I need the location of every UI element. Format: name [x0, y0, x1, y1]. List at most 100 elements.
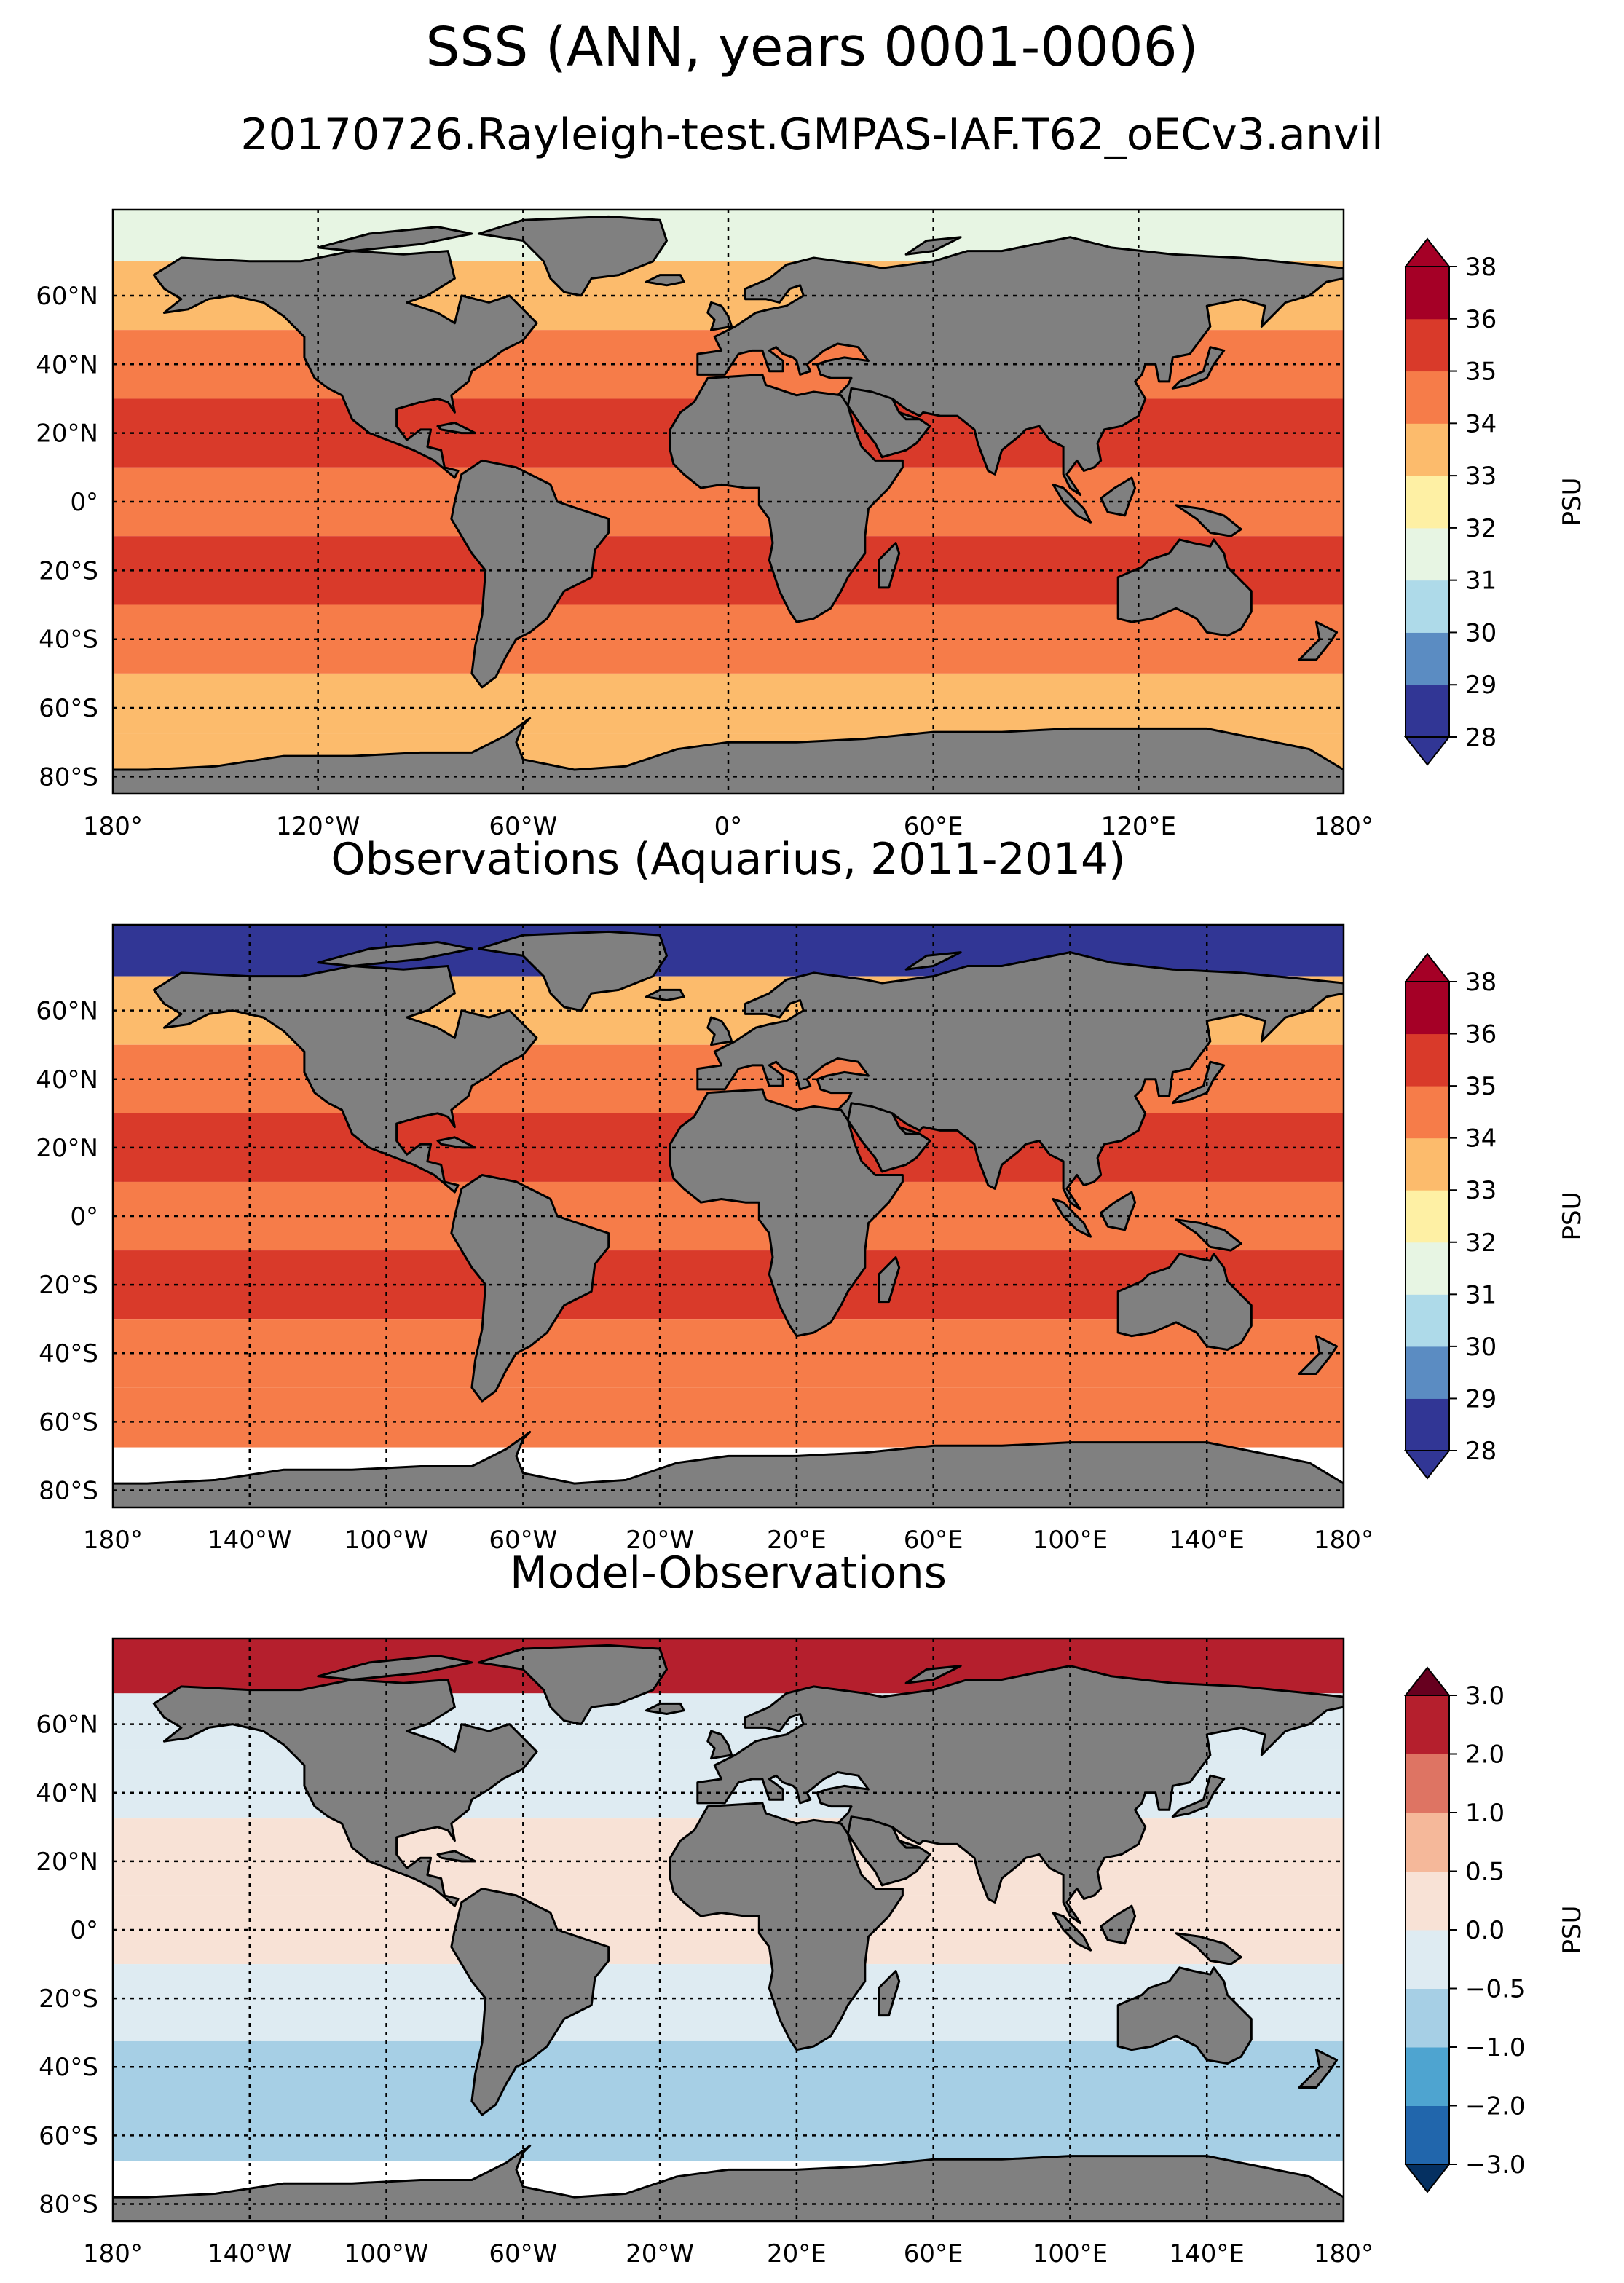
- colorbar-tick-label: 34: [1465, 409, 1497, 438]
- land-north-america: [152, 965, 538, 1194]
- colorbar-tick-label: 36: [1465, 305, 1497, 334]
- map-panel-2: 180° 140°W 100°W 60°W 20°W 20°E 60°E 100°E 140°E…: [36, 834, 1587, 1555]
- y-tick-label: 60°S: [39, 1408, 98, 1437]
- x-tick-label: 20°E: [767, 1526, 827, 1555]
- colorbar-tick-label: 32: [1465, 1229, 1497, 1258]
- colorbar-segment: [1406, 1086, 1449, 1139]
- colorbar-tick-label: −1.0: [1465, 2033, 1526, 2062]
- colorbar: 28 29 30 31 32 33 34 35 36 38 PSU: [1403, 953, 1587, 1480]
- x-tick-label: 180°: [83, 1526, 143, 1555]
- colorbar-tick-label: 38: [1465, 253, 1497, 282]
- colorbar-tick-label: −0.5: [1465, 1975, 1526, 2004]
- y-tick-label: 20°N: [36, 419, 98, 449]
- y-tick-label: 20°S: [39, 556, 98, 585]
- y-tick-label: 60°N: [36, 282, 98, 311]
- colorbar-tick-label: 34: [1465, 1124, 1497, 1154]
- x-tick-label: 180°: [1314, 1526, 1373, 1555]
- colorbar-segment: [1406, 527, 1449, 581]
- colorbar-segment: [1406, 1242, 1449, 1295]
- y-tick-label: 40°S: [39, 626, 98, 655]
- land-south-america: [450, 1888, 610, 2116]
- land-madagascar: [878, 1970, 901, 2017]
- y-tick-label: 60°N: [36, 1711, 98, 1740]
- colorbar-segment: [1406, 318, 1449, 372]
- x-tick-label: 20°W: [626, 1526, 694, 1555]
- y-tick-label: 40°N: [36, 1065, 98, 1095]
- colorbar-segment: [1406, 1930, 1449, 1989]
- colorbar-tick-label: 29: [1465, 671, 1497, 700]
- land-japan: [1171, 1774, 1226, 1818]
- x-tick-label: 140°E: [1170, 2239, 1245, 2268]
- x-tick-label: 0°: [714, 812, 743, 841]
- map-frame: [111, 923, 1345, 1509]
- land-sumatra: [1052, 1912, 1092, 1952]
- land-cuba: [436, 422, 477, 435]
- x-tick-label: 100°W: [344, 2239, 429, 2268]
- x-tick-label: 100°W: [344, 1526, 429, 1555]
- colorbar-tick-label: 32: [1465, 514, 1497, 543]
- y-tick-label: 40°N: [36, 1779, 98, 1808]
- land-japan: [1171, 346, 1226, 390]
- land-north-america: [152, 250, 538, 479]
- colorbar-segment: [1406, 1346, 1449, 1399]
- land-australia: [1116, 1966, 1253, 2065]
- land-borneo: [1100, 1191, 1137, 1231]
- land-japan: [1171, 1060, 1226, 1105]
- x-tick-label: 180°: [1314, 812, 1373, 841]
- colorbar-tick-label: 2.0: [1465, 1740, 1505, 1770]
- y-tick-label: 80°S: [39, 1476, 98, 1505]
- colorbar-segment: [1406, 1190, 1449, 1243]
- y-tick-label: 0°: [70, 488, 98, 517]
- x-tick-label: 100°E: [1033, 1526, 1108, 1555]
- y-tick-label: 40°S: [39, 1339, 98, 1368]
- y-tick-label: 0°: [70, 1202, 98, 1231]
- map-frame: [111, 208, 1345, 795]
- colorbar-extend-max: [1403, 237, 1451, 267]
- x-tick-label: 60°E: [904, 1526, 963, 1555]
- colorbar-outline: [1405, 981, 1450, 1451]
- colorbar-tick-label: 38: [1465, 968, 1497, 997]
- x-tick-label: 180°: [83, 2239, 143, 2268]
- y-tick-label: 20°S: [39, 1271, 98, 1300]
- land-greenland: [477, 930, 668, 1012]
- land-eurasia: [696, 1665, 1344, 1925]
- land-eurasia: [696, 236, 1344, 497]
- colorbar-outline: [1405, 266, 1450, 738]
- colorbar-segment: [1406, 2105, 1449, 2165]
- x-tick-label: 60°W: [489, 1526, 557, 1555]
- colorbar-segment: [1406, 1294, 1449, 1347]
- colorbar-segment: [1406, 632, 1449, 685]
- y-tick-label: 80°S: [39, 2190, 98, 2219]
- colorbar-label: PSU: [1558, 1906, 1587, 1955]
- land-uk: [706, 301, 733, 331]
- colorbar-tick-label: 35: [1465, 1072, 1497, 1101]
- colorbar-segment: [1406, 267, 1449, 320]
- land-cuba: [436, 1136, 477, 1149]
- x-tick-label: 60°E: [904, 812, 963, 841]
- land-africa: [669, 373, 904, 623]
- y-tick-label: 80°S: [39, 762, 98, 792]
- x-tick-label: 20°E: [767, 2239, 827, 2268]
- colorbar-segment: [1406, 982, 1449, 1035]
- land-cuba: [436, 1850, 477, 1863]
- colorbar-segment: [1406, 423, 1449, 476]
- land-greenland: [477, 1644, 668, 1726]
- land-australia: [1116, 538, 1253, 637]
- land-eurasia: [696, 951, 1344, 1211]
- salinity-band-60s: [113, 1387, 1344, 1448]
- land-south-america: [450, 459, 610, 689]
- colorbar-tick-label: 28: [1465, 723, 1497, 752]
- colorbar-segment: [1406, 476, 1449, 529]
- colorbar-label: PSU: [1558, 478, 1587, 527]
- land-new-guinea: [1175, 504, 1242, 537]
- y-tick-label: 40°N: [36, 350, 98, 379]
- figure-subtitle: 20170726.Rayleigh-test.GMPAS-IAF.T62_oEC…: [240, 109, 1384, 160]
- colorbar-tick-label: 35: [1465, 358, 1497, 387]
- land-africa: [669, 1088, 904, 1338]
- map-area: [113, 1639, 1344, 2221]
- colorbar-segment: [1406, 371, 1449, 424]
- x-tick-label: 140°W: [208, 2239, 292, 2268]
- y-tick-label: 40°S: [39, 2053, 98, 2082]
- land-arctic-islands: [317, 1655, 473, 1681]
